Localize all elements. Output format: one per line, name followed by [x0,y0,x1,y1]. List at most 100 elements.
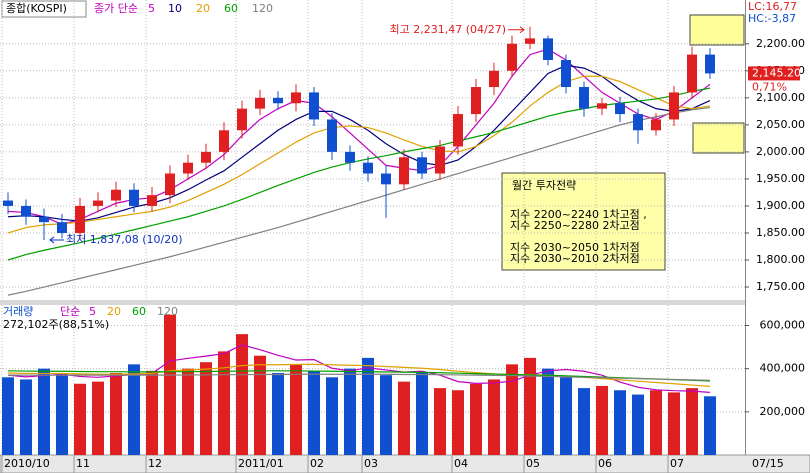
y-tick-label: 1,850.00 [756,226,805,239]
candle-body [381,173,391,185]
arrow [508,26,525,34]
volume-bar [110,372,122,455]
candle-body [669,92,679,120]
candle-body [183,162,193,174]
strategy-line: 지수 2250~2280 2차고점 [510,219,640,232]
volume-bar [344,368,356,455]
strategy-line: 지수 2030~2050 1차저점 [510,241,640,254]
candle-body [129,189,139,206]
ma-line [7,106,711,296]
high-annotation: 최고 2,231,47 (04/27) [389,23,506,36]
price-label: 2,145.20 [752,66,801,79]
volume-bar [290,364,302,455]
volume-bar [254,355,266,455]
volume-bar [200,362,212,455]
ma-line [7,87,711,261]
x-tick-label: 04 [454,457,468,470]
volume-bar [74,383,86,455]
volume-bar [668,392,680,455]
volume-bar [38,368,50,455]
lc-label: LC:16,77 [748,0,797,13]
y-tick-label: 1,900.00 [756,199,805,212]
volume-bar [218,351,230,455]
candle-body [561,60,571,88]
legend-entry: 60 [132,305,146,318]
volume-bar [182,368,194,455]
volume-bar [236,334,248,455]
x-tick-label: 06 [598,457,612,470]
y-tick-label: 1,800.00 [756,253,805,266]
candle-body [255,97,265,109]
ma-line [7,64,711,222]
candle-body [165,173,175,196]
candle-body [291,92,301,104]
volume-bar [704,396,716,455]
chart-name: 종합(KOSPI) [6,2,67,15]
price-box [748,66,800,81]
legend-entry: 120 [252,2,273,15]
candle-body [399,157,409,185]
volume-bar [632,394,644,455]
volume-bar [362,357,374,455]
x-tick-label: 07/15 [752,457,784,470]
strategy-line: 지수 2200~2240 1차고점 , [510,208,647,221]
chart-name: 거래량 [3,305,33,318]
x-tick-label: 03 [364,457,378,470]
candle-body [201,151,211,163]
volume-bar [650,390,662,455]
candle-body [705,54,715,74]
legend-entry: 60 [224,2,238,15]
strategy-box [501,172,666,271]
panel-separator [0,300,745,305]
note-box [692,122,745,154]
y-tick-label: 400,000 [760,362,806,375]
volume-bar [2,377,14,455]
x-tick-label: 2011/01 [238,457,284,470]
candle-body [453,114,463,147]
candle-body [111,189,121,201]
y-tick-label: 2,000.00 [756,145,805,158]
volume-bar [470,383,482,455]
y-tick-label: 2,200.00 [756,37,805,50]
candle-body [525,38,535,44]
volume-bar [146,370,158,455]
legend-entry: 10 [168,2,182,15]
y-tick-label: 1,750.00 [756,280,805,293]
x-tick-label: 12 [148,457,162,470]
candle-body [3,200,13,206]
volume-bar [596,385,608,455]
candle-body [435,146,445,174]
volume-bar [506,364,518,455]
x-tick-label: 02 [310,457,324,470]
low-annotation: 최저 1,837,08 (10/20) [66,233,183,246]
x-tick-label: 11 [76,457,90,470]
candle-body [273,97,283,104]
ma-label: 종가 단순 [94,2,138,15]
volume-bar [434,388,446,455]
volume-bar [92,381,104,455]
y-tick-label: 200,000 [760,405,806,418]
strategy-line: 지수 2030~2010 2차저점 [510,252,640,265]
ma-line [8,373,711,381]
arrow [49,236,64,244]
legend-entry: 20 [107,305,121,318]
legend-entry: 5 [89,305,96,318]
volume-bar [20,379,32,455]
ma-line [7,48,711,225]
candle-body [543,38,553,60]
y-tick-label: 2,050.00 [756,118,805,131]
volume-label: 272,102주(88,51%) [3,318,109,331]
hc-label: HC:-3,87 [748,12,796,25]
candle-body [417,157,427,174]
candle-body [309,92,319,120]
volume-bar [452,390,464,455]
legend-entry: 20 [196,2,210,15]
candle-body [345,151,355,163]
volume-bar [308,370,320,455]
candle-body [75,205,85,233]
candle-body [633,114,643,131]
x-tick-label: 07 [670,457,684,470]
volume-bar [488,379,500,455]
x-tick-label: 2010/10 [4,457,50,470]
